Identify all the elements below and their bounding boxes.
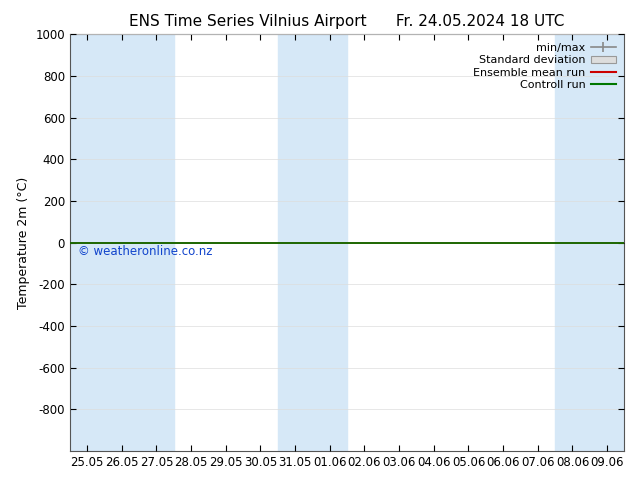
Bar: [105, 34, 139, 451]
Bar: [139, 34, 174, 451]
Bar: [313, 34, 347, 451]
Title: ENS Time Series Vilnius Airport      Fr. 24.05.2024 18 UTC: ENS Time Series Vilnius Airport Fr. 24.0…: [129, 14, 565, 29]
Bar: [70, 34, 105, 451]
Legend: min/max, Standard deviation, Ensemble mean run, Controll run: min/max, Standard deviation, Ensemble me…: [470, 40, 619, 93]
Bar: [590, 34, 624, 451]
Bar: [278, 34, 313, 451]
Bar: [555, 34, 590, 451]
Y-axis label: Temperature 2m (°C): Temperature 2m (°C): [16, 176, 30, 309]
Text: © weatheronline.co.nz: © weatheronline.co.nz: [78, 245, 212, 258]
